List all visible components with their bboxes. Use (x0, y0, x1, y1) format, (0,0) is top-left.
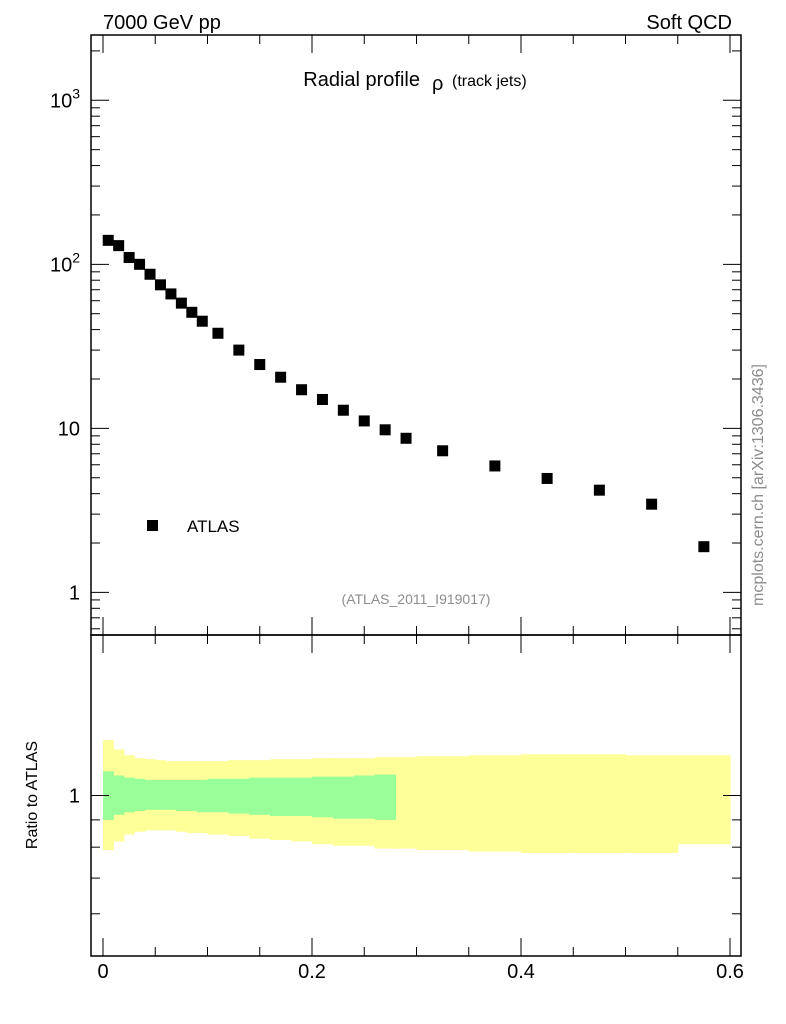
x-tick-labels: 0 0.2 0.4 0.6 (97, 961, 743, 983)
ratio-band-bin (677, 755, 731, 845)
data-point (175, 297, 187, 309)
ratio-bands (103, 740, 731, 854)
ratio-band-bin (270, 777, 292, 817)
ratio-y-tick-label: 1 (69, 786, 80, 808)
legend: ATLAS (147, 517, 240, 536)
data-point (646, 498, 658, 510)
data-point (233, 344, 245, 356)
data-point (489, 460, 501, 472)
ratio-band-bin (228, 778, 250, 814)
data-point (379, 424, 391, 436)
ratio-band-bin (197, 779, 208, 813)
data-point (296, 384, 308, 396)
y-tick-label: 102 (50, 249, 80, 276)
data-point (593, 484, 605, 496)
data-point (144, 268, 156, 280)
header-right-label: Soft QCD (646, 12, 732, 34)
data-point (102, 234, 114, 246)
ratio-band-bin (113, 775, 125, 815)
ratio-band-bin (165, 779, 177, 810)
ratio-band-bin (312, 776, 334, 818)
data-point (186, 306, 198, 318)
ratio-x-ticks (102, 635, 731, 956)
data-point (541, 472, 553, 484)
ratio-band-bin (468, 755, 522, 852)
legend-label-atlas: ATLAS (187, 517, 240, 536)
plot-title-symbol: ρ (432, 73, 443, 95)
plot-title: Radial profile (303, 69, 420, 91)
data-point (437, 445, 449, 457)
data-point (165, 288, 177, 300)
ratio-band-bin (374, 774, 397, 820)
ratio-band-bin (521, 754, 574, 854)
main-y-ticks (91, 50, 741, 630)
legend-marker (147, 520, 158, 531)
y-tick-label: 1 (69, 582, 80, 604)
ratio-band-bin (353, 775, 376, 819)
ratio-band-bin (123, 777, 135, 813)
ratio-band-bin (155, 779, 167, 810)
header-left-label: 7000 GeV pp (103, 12, 221, 34)
data-point (254, 359, 266, 371)
ratio-y-axis-label: Ratio to ATLAS (24, 741, 41, 849)
x-tick-label: 0 (97, 961, 108, 983)
data-point (316, 393, 328, 405)
ratio-band-bin (573, 754, 626, 854)
main-x-ticks (102, 35, 731, 635)
side-credit-label: mcplots.cern.ch [arXiv:1306.3436] (750, 364, 767, 606)
ratio-band-bin (291, 777, 313, 817)
x-tick-label: 0.2 (298, 961, 326, 983)
data-point (134, 258, 146, 270)
ratio-band-bin (144, 779, 156, 810)
data-point (337, 404, 349, 416)
analysis-label: (ATLAS_2011_I919017) (342, 591, 491, 607)
main-plot-frame (90, 34, 742, 636)
ratio-band-bin (416, 756, 470, 851)
main-y-tick-labels: 1 10 102 103 (50, 85, 80, 604)
data-point (400, 432, 412, 444)
ratio-band-bin (249, 777, 271, 815)
plot-title-sub: (track jets) (452, 73, 527, 90)
y-tick-label: 10 (58, 418, 80, 440)
ratio-y-ticks (91, 634, 741, 957)
y-tick-label: 103 (50, 85, 80, 112)
atlas-data-points (102, 234, 710, 553)
data-point (154, 279, 166, 291)
data-point (275, 371, 287, 383)
ratio-plot-panel: 1 0 0.2 0.4 0.6 Ratio to ATLAS (24, 634, 744, 983)
x-tick-label: 0.4 (507, 961, 535, 983)
ratio-band-bin (625, 755, 679, 854)
ratio-band-bin (395, 757, 417, 849)
data-point (212, 327, 224, 339)
data-point (123, 252, 135, 264)
ratio-band-bin (134, 778, 146, 812)
data-point (196, 315, 208, 327)
ratio-band-bin (176, 779, 188, 812)
ratio-band-bin (332, 776, 355, 819)
ratio-band-bin (186, 779, 198, 812)
data-point (113, 240, 125, 252)
x-tick-label: 0.6 (716, 961, 744, 983)
data-point (698, 541, 710, 553)
data-point (358, 415, 370, 427)
ratio-band-bin (207, 778, 229, 813)
ratio-y-tick-labels: 1 (69, 786, 80, 808)
